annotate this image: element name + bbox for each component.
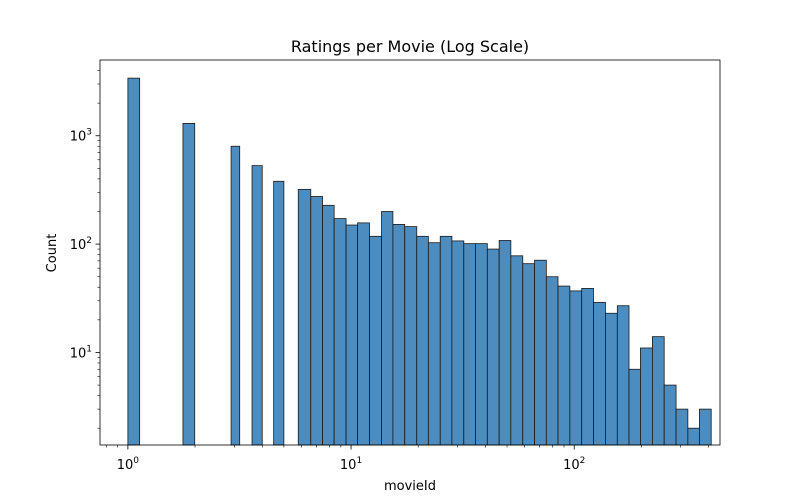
histogram-bar-32 (605, 312, 618, 446)
histogram-bar-3 (230, 145, 241, 446)
y-tick-label-3: 103 (70, 128, 92, 145)
y-axis-ticks: 101 102 103 (70, 70, 100, 429)
histogram-bar-31 (593, 301, 606, 446)
x-tick-label-2: 101 (340, 456, 362, 473)
histogram-bar-14 (392, 223, 406, 446)
histogram-bar-21 (475, 243, 488, 446)
histogram-bar-6 (297, 188, 312, 446)
histogram-bar-1 (127, 77, 141, 446)
histogram-bar-26 (534, 259, 547, 446)
histogram-bar-29 (569, 290, 583, 446)
histogram-bar-20 (463, 243, 476, 446)
x-axis-ticks: 100 101 102 (105, 445, 709, 473)
y-tick-label-2: 102 (70, 236, 92, 253)
histogram-bar-27 (545, 276, 559, 446)
plot-area-frame (99, 59, 721, 446)
histogram-bar-25 (522, 263, 535, 446)
histogram-bar-38 (675, 408, 689, 446)
histogram-bar-19 (451, 240, 465, 446)
histogram-bar-16 (416, 235, 429, 446)
chart-title: Ratings per Movie (Log Scale) (291, 37, 529, 56)
histogram-bar-4 (251, 165, 263, 446)
x-axis-label: movieId (384, 479, 436, 494)
histogram-bar-36 (651, 336, 665, 446)
histogram-bar-12 (369, 235, 382, 446)
histogram-bar-17 (427, 242, 441, 446)
x-tick-label-3: 102 (563, 456, 585, 473)
histogram-bar-15 (404, 226, 418, 446)
histogram-bar-2 (182, 123, 196, 446)
histogram-bar-34 (628, 368, 641, 446)
histogram-bar-9 (333, 218, 347, 446)
histogram-bar-23 (498, 240, 512, 446)
histogram-bar-22 (486, 248, 500, 446)
histogram-bar-18 (439, 235, 453, 446)
x-tick-label-1: 100 (117, 456, 140, 473)
histogram-bar-8 (322, 204, 335, 446)
histogram-bar-10 (345, 224, 359, 446)
histogram-bar-13 (381, 211, 394, 446)
histogram-bar-40 (699, 408, 712, 446)
histogram-bar-30 (581, 288, 594, 446)
bars-group (127, 77, 712, 446)
histogram-bar-7 (310, 196, 323, 446)
histogram-bar-24 (510, 255, 524, 446)
y-tick-label-1: 101 (70, 344, 92, 361)
histogram-bar-33 (616, 305, 630, 446)
histogram-bar-37 (663, 384, 677, 446)
histogram-bar-39 (687, 427, 700, 446)
histogram-bar-11 (357, 222, 370, 446)
histogram-bar-5 (273, 180, 285, 446)
histogram-bar-35 (640, 347, 653, 446)
y-axis-label: Count (45, 234, 60, 273)
histogram-bar-28 (557, 285, 571, 446)
